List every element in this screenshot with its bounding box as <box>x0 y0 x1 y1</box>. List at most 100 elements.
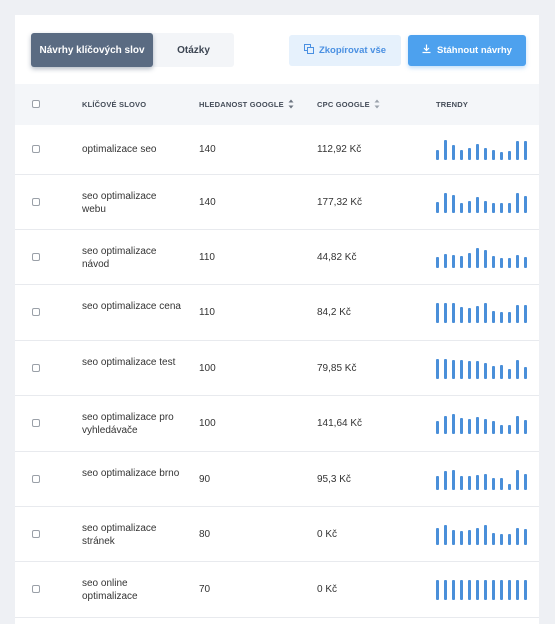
trend-bar <box>476 306 479 323</box>
trend-bar <box>484 580 487 600</box>
download-icon <box>422 44 431 57</box>
trend-bar <box>436 421 439 434</box>
row-checkbox[interactable] <box>32 252 40 261</box>
trend-sparkline <box>436 192 532 213</box>
table-row: seo optimalizace cena 110 84,2 Kč <box>15 285 539 341</box>
copy-all-button[interactable]: Zkopírovat vše <box>289 35 401 66</box>
trend-bar <box>508 368 511 379</box>
trend-bar <box>524 256 527 268</box>
tab-questions[interactable]: Otázky <box>177 44 210 56</box>
trend-sparkline <box>436 580 532 600</box>
trend-sparkline <box>436 303 532 323</box>
trend-sparkline <box>436 469 532 490</box>
cpc-cell: 0 Kč <box>317 528 338 540</box>
trend-bar <box>500 477 503 490</box>
table-row: seo optimalizace pro vyhledávače 100 141,6… <box>15 396 539 452</box>
trend-bar <box>436 201 439 213</box>
row-checkbox[interactable] <box>32 145 40 153</box>
trend-bar <box>460 255 463 268</box>
table-row: seo online optimalizace 70 0 Kč <box>15 562 539 618</box>
keyword-cell: seo optimalizace webu <box>82 190 157 215</box>
trend-bar <box>460 580 463 600</box>
trend-bar <box>524 195 527 213</box>
trend-bar <box>460 530 463 545</box>
row-checkbox[interactable] <box>32 197 40 206</box>
volume-cell: 110 <box>199 251 215 263</box>
trend-bar <box>436 527 439 545</box>
select-all-checkbox[interactable] <box>32 100 40 108</box>
sort-icon[interactable] <box>374 99 380 111</box>
header-volume-label: HLEDANOST GOOGLE <box>199 100 284 109</box>
trend-bar <box>468 475 471 490</box>
cpc-cell: 141,64 Kč <box>317 418 363 429</box>
header-cpc[interactable]: CPC GOOGLE <box>317 84 380 125</box>
trend-bar <box>436 358 439 379</box>
volume-cell: 80 <box>199 528 211 540</box>
trend-bar <box>524 580 527 600</box>
trend-bar <box>468 529 471 545</box>
trend-bar <box>516 305 519 323</box>
trend-bar <box>484 148 487 160</box>
trend-bar <box>508 425 511 434</box>
trend-bar <box>492 421 495 434</box>
keyword-suggestions-card: Návrhy klíčových slov Otázky Zkopírovat … <box>15 15 539 624</box>
tab-keyword-suggestions[interactable]: Návrhy klíčových slov <box>31 33 153 67</box>
row-checkbox[interactable] <box>32 419 40 427</box>
cpc-cell: 0 Kč <box>317 584 338 595</box>
keyword-cell: seo optimalizace cena <box>82 301 181 312</box>
trend-bar <box>508 483 511 490</box>
trend-bar <box>484 249 487 268</box>
sort-icon[interactable] <box>288 99 294 111</box>
trend-bar <box>492 255 495 268</box>
trend-bar <box>500 202 503 213</box>
row-checkbox[interactable] <box>32 474 40 483</box>
trend-bar <box>476 360 479 379</box>
trend-bar <box>516 469 519 490</box>
trend-bar <box>524 528 527 545</box>
row-checkbox[interactable] <box>32 363 40 372</box>
trend-bar <box>444 358 447 379</box>
trend-bar <box>516 254 519 268</box>
download-suggestions-button[interactable]: Stáhnout návrhy <box>408 35 526 66</box>
trend-bar <box>492 580 495 600</box>
trend-bar <box>452 469 455 490</box>
row-checkbox[interactable] <box>32 529 40 538</box>
trend-bar <box>516 359 519 379</box>
trend-bar <box>436 475 439 490</box>
trend-bar <box>492 311 495 323</box>
trend-bar <box>516 416 519 434</box>
keyword-cell: seo online optimalizace <box>82 578 138 602</box>
row-checkbox[interactable] <box>32 585 40 593</box>
trend-bar <box>508 257 511 268</box>
trend-bar <box>476 196 479 213</box>
trend-bar <box>460 202 463 213</box>
trend-bar <box>452 194 455 213</box>
cpc-cell: 177,32 Kč <box>317 196 363 208</box>
table-row: seo optimalizace test 100 79,85 Kč <box>15 341 539 396</box>
trend-bar <box>452 254 455 268</box>
cpc-cell: 112,92 Kč <box>317 144 362 155</box>
trend-bar <box>444 140 447 160</box>
header-cpc-label: CPC GOOGLE <box>317 100 370 109</box>
trend-bar <box>460 307 463 323</box>
volume-cell: 90 <box>199 473 211 485</box>
trend-bar <box>476 580 479 600</box>
trend-bar <box>500 425 503 434</box>
toolbar: Návrhy klíčových slov Otázky Zkopírovat … <box>15 15 539 89</box>
row-checkbox[interactable] <box>32 308 40 316</box>
trend-bar <box>492 365 495 379</box>
volume-cell: 100 <box>199 418 216 429</box>
trend-bar <box>460 475 463 490</box>
table-row: seo optimalizace návod 110 44,82 Kč <box>15 230 539 285</box>
trend-bar <box>500 580 503 600</box>
trend-bar <box>444 192 447 213</box>
trend-bar <box>436 150 439 160</box>
keyword-cell: seo optimalizace brno <box>82 467 180 479</box>
trend-sparkline <box>436 358 532 379</box>
trend-bar <box>468 360 471 379</box>
trend-bar <box>444 253 447 268</box>
trend-bar <box>500 364 503 379</box>
trend-bar <box>476 417 479 434</box>
trend-bar <box>436 256 439 268</box>
header-volume[interactable]: HLEDANOST GOOGLE <box>199 84 294 125</box>
